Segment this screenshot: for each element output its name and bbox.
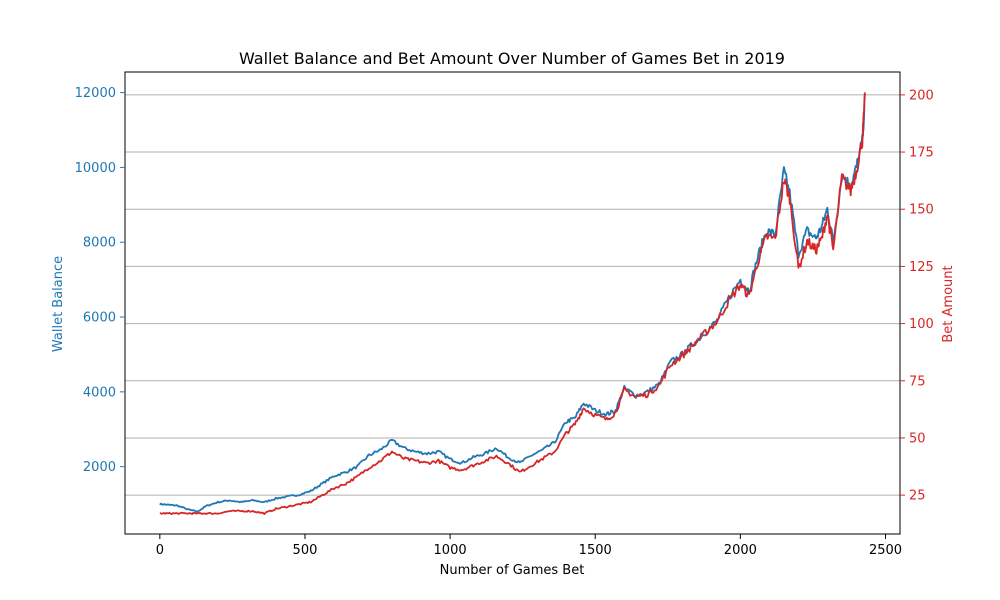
x-tick-label: 0 bbox=[156, 543, 164, 558]
y-right-tick-label: 25 bbox=[909, 489, 926, 504]
x-tick-label: 1500 bbox=[579, 543, 612, 558]
x-tick-label: 500 bbox=[293, 543, 318, 558]
x-axis: 0 500 1000 1500 2000 2500 bbox=[156, 534, 902, 558]
y-right-tick-label: 100 bbox=[909, 317, 934, 332]
y-right-tick-label: 125 bbox=[909, 260, 934, 275]
y-left-tick-label: 12000 bbox=[75, 86, 116, 101]
x-tick-label: 1000 bbox=[434, 543, 467, 558]
y-left-tick-label: 4000 bbox=[83, 385, 116, 400]
y-right-tick-label: 150 bbox=[909, 203, 934, 218]
y-axis-right-label: Bet Amount bbox=[941, 265, 956, 342]
chart-title: Wallet Balance and Bet Amount Over Numbe… bbox=[239, 49, 785, 68]
y-axis-right: 25 50 75 100 125 150 175 200 bbox=[900, 88, 934, 504]
y-right-tick-label: 200 bbox=[909, 88, 934, 103]
plot-frame bbox=[124, 71, 901, 535]
x-axis-label: Number of Games Bet bbox=[440, 563, 585, 578]
y-left-tick-label: 6000 bbox=[83, 311, 116, 326]
x-tick-label: 2500 bbox=[869, 543, 902, 558]
bet-amount-line bbox=[159, 92, 867, 515]
y-axis-left-label: Wallet Balance bbox=[51, 256, 66, 352]
x-tick-label: 2000 bbox=[724, 543, 757, 558]
y-axis-left: 2000 4000 6000 8000 10000 12000 bbox=[75, 86, 125, 475]
y-right-tick-label: 175 bbox=[909, 146, 934, 161]
y-left-tick-label: 2000 bbox=[83, 460, 116, 475]
wallet-balance-line bbox=[159, 94, 866, 513]
y-left-tick-label: 10000 bbox=[75, 161, 116, 176]
grid-lines bbox=[125, 94, 900, 496]
series-layer bbox=[159, 92, 867, 515]
y-right-tick-label: 50 bbox=[909, 431, 926, 446]
y-right-tick-label: 75 bbox=[909, 374, 926, 389]
y-left-tick-label: 8000 bbox=[83, 236, 116, 251]
